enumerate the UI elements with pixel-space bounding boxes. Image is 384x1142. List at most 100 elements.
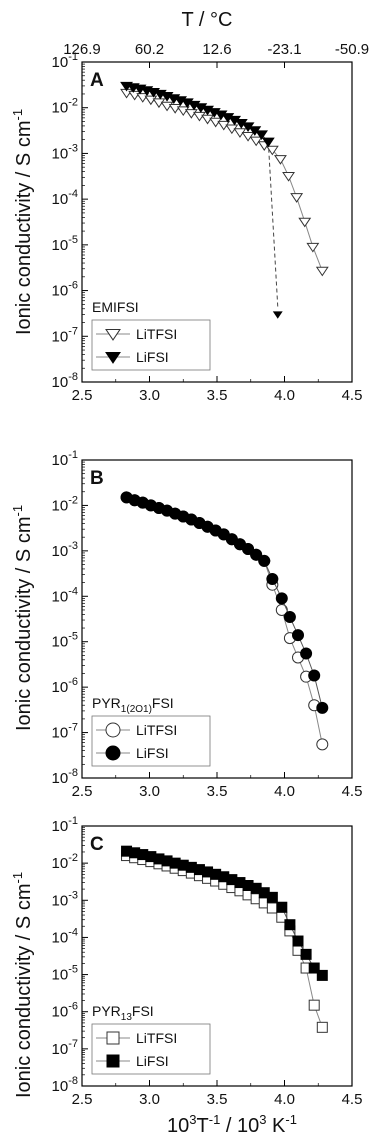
- y-tick-label: 10-4: [52, 585, 78, 605]
- top-tick-label: -50.9: [335, 41, 369, 58]
- y-tick-label: 10-6: [52, 1001, 78, 1021]
- y-tick-label: 10-1: [52, 51, 78, 71]
- legend-title: PYR13FSI: [92, 1003, 154, 1023]
- y-tick-label: 10-1: [52, 449, 78, 469]
- data-point: [284, 919, 296, 931]
- y-tick-label: 10-6: [52, 676, 78, 696]
- data-point: [250, 548, 263, 561]
- x-tick-label: 3.0: [139, 783, 160, 800]
- data-point: [266, 891, 278, 903]
- data-point: [316, 738, 329, 751]
- x-tick-label: 3.0: [139, 387, 160, 404]
- data-point: [308, 669, 321, 682]
- x-tick-label: 4.0: [274, 783, 295, 800]
- y-tick-label: 10-2: [52, 494, 78, 514]
- data-point: [283, 610, 296, 623]
- x-tick-label: 3.0: [139, 1091, 160, 1108]
- y-tick-label: 10-2: [52, 852, 78, 872]
- series-lifsi: [120, 81, 283, 319]
- legend-label: LiFSI: [136, 349, 169, 365]
- data-point: [272, 311, 283, 319]
- data-point: [282, 171, 295, 182]
- svg-text:Ionic conductivity / S cm-1: Ionic conductivity / S cm-1: [10, 505, 35, 731]
- legend-marker: [105, 351, 121, 364]
- data-point: [274, 155, 287, 165]
- top-tick-label: -23.1: [267, 41, 301, 58]
- y-tick-label: 10-5: [52, 631, 78, 651]
- data-point: [315, 266, 329, 277]
- x-tick-label: 4.5: [342, 783, 363, 800]
- data-point: [144, 95, 158, 106]
- x-tick-label: 3.5: [207, 387, 228, 404]
- data-point: [308, 999, 320, 1011]
- dashed-arrow: [267, 141, 279, 307]
- series-line: [126, 850, 323, 976]
- y-axis-title-sup: -1: [10, 872, 25, 884]
- data-point: [316, 969, 328, 981]
- data-point: [265, 145, 279, 156]
- data-point: [316, 701, 329, 714]
- data-point: [290, 193, 304, 203]
- legend-marker: [106, 1054, 120, 1068]
- data-point: [184, 109, 198, 119]
- panel-b: 10-1 10-2 10-3 10-4 10-5 10-6 10-7 10-82.5 3.0 3.…: [52, 449, 363, 800]
- y-tick-label: 10-2: [52, 97, 78, 117]
- x-tick-label: 2.5: [72, 1091, 93, 1108]
- x-axis-title: 103T-1 / 103 K-1: [167, 1112, 297, 1137]
- y-tick-label: 10-8: [52, 767, 78, 787]
- x-tick-label: 2.5: [72, 783, 93, 800]
- panel-letter: C: [90, 834, 104, 855]
- top-axis-title: T / °C: [182, 9, 233, 31]
- top-tick-label: 126.9: [63, 41, 101, 58]
- y-tick-label: 10-3: [52, 540, 78, 560]
- panel-letter: A: [90, 70, 104, 91]
- y-tick-label: 10-5: [52, 964, 78, 984]
- y-tick-label: 10-3: [52, 889, 78, 909]
- legend-title: EMIFSI: [92, 299, 139, 315]
- data-point: [176, 106, 190, 117]
- y-tick-label: 10-7: [52, 722, 78, 742]
- y-axis-title-main: Ionic conductivity / S cm: [13, 121, 35, 336]
- x-tick-label: 3.5: [207, 1091, 228, 1108]
- panel-letter: B: [90, 468, 104, 489]
- data-point: [249, 136, 263, 147]
- series-lifsi: [120, 491, 329, 714]
- x-tick-label: 4.0: [274, 1091, 295, 1108]
- svg-text:Ionic conductivity / S cm-1: Ionic conductivity / S cm-1: [10, 872, 35, 1098]
- data-point: [300, 948, 312, 960]
- legend-marker: [106, 1031, 120, 1045]
- y-tick-label: 10-7: [52, 325, 78, 345]
- data-point: [292, 629, 304, 642]
- legend-label: LiTFSI: [136, 326, 177, 342]
- y-axis-title-main: Ionic conductivity / S cm: [13, 517, 35, 732]
- legend-marker: [105, 745, 121, 761]
- y-tick-label: 10-4: [52, 188, 78, 208]
- data-point: [298, 217, 312, 228]
- data-point: [292, 935, 304, 947]
- series-lifsi: [121, 845, 328, 981]
- legend: PYR1(2O1)FSI LiTFSI LiFSI: [91, 695, 211, 767]
- y-axis-title-a: Ionic conductivity / S cm-1: [10, 109, 35, 335]
- data-point: [308, 962, 320, 974]
- series-line: [126, 92, 323, 272]
- top-tick-label: 60.2: [135, 41, 164, 58]
- top-tick-label: 12.6: [202, 41, 231, 58]
- panel-c: 10-1 10-2 10-3 10-4 10-5 10-6 10-7 10-82.5 3.0 3.…: [52, 815, 363, 1108]
- data-point: [300, 647, 313, 660]
- y-axis-title-c: Ionic conductivity / S cm-1: [10, 872, 35, 1098]
- legend-marker: [105, 328, 121, 341]
- legend-label: LiTFSI: [136, 1030, 177, 1046]
- data-point: [306, 242, 320, 253]
- legend-label: LiFSI: [136, 745, 169, 761]
- data-point: [275, 592, 288, 605]
- data-point: [261, 137, 275, 148]
- x-tick-label: 4.5: [342, 387, 363, 404]
- data-point: [193, 111, 206, 122]
- legend-title: PYR1(2O1)FSI: [92, 695, 174, 715]
- top-axis-ticks: 126.9 60.2 12.6 -23.1 -50.9: [63, 41, 369, 58]
- x-tick-label: 4.5: [342, 1091, 363, 1108]
- panel-a: 10-1 10-2 10-3 10-4 10-5 10-6 10-7 10-82.5 3.0 3.…: [52, 51, 363, 404]
- y-tick-label: 10-5: [52, 234, 78, 254]
- data-point: [266, 573, 279, 586]
